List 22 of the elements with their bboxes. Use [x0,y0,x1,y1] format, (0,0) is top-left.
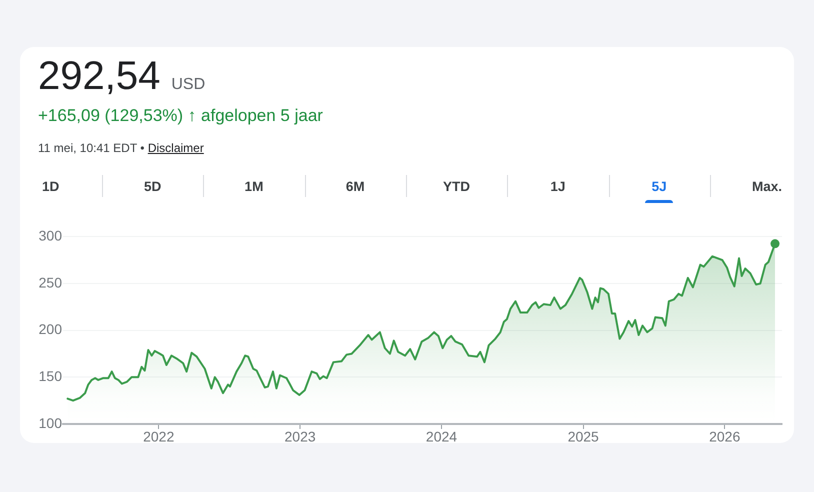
chart-title: 292,54 USD [38,54,206,98]
x-tick-label: 2025 [568,428,600,444]
text: Disclaimer [148,140,204,154]
y-tick-label: 100 [38,414,62,431]
chart-subtitle: +165,09 (129,53%) ↑ afgelopen 5 jaar [38,106,323,125]
text: 1M [244,179,264,194]
x-tick-label: 2024 [426,428,458,444]
x-tick-label: 2023 [284,428,316,444]
text: 6M [346,179,365,194]
y-tick-label: 250 [38,274,62,290]
y-tick-label: 150 [38,368,62,384]
x-tick-label: 2022 [143,428,174,444]
y-tick-label: 200 [38,321,62,338]
y-tick-label: 300 [38,228,62,244]
text: 11 mei, 10:41 EDT • [38,140,144,154]
text: 5J [652,179,667,194]
text: Max. [752,179,782,194]
text: YTD [443,179,470,194]
text: 1D [42,179,60,194]
x-tick-label: 2026 [709,428,740,444]
text: 1J [550,179,566,194]
text: 5D [144,179,162,194]
